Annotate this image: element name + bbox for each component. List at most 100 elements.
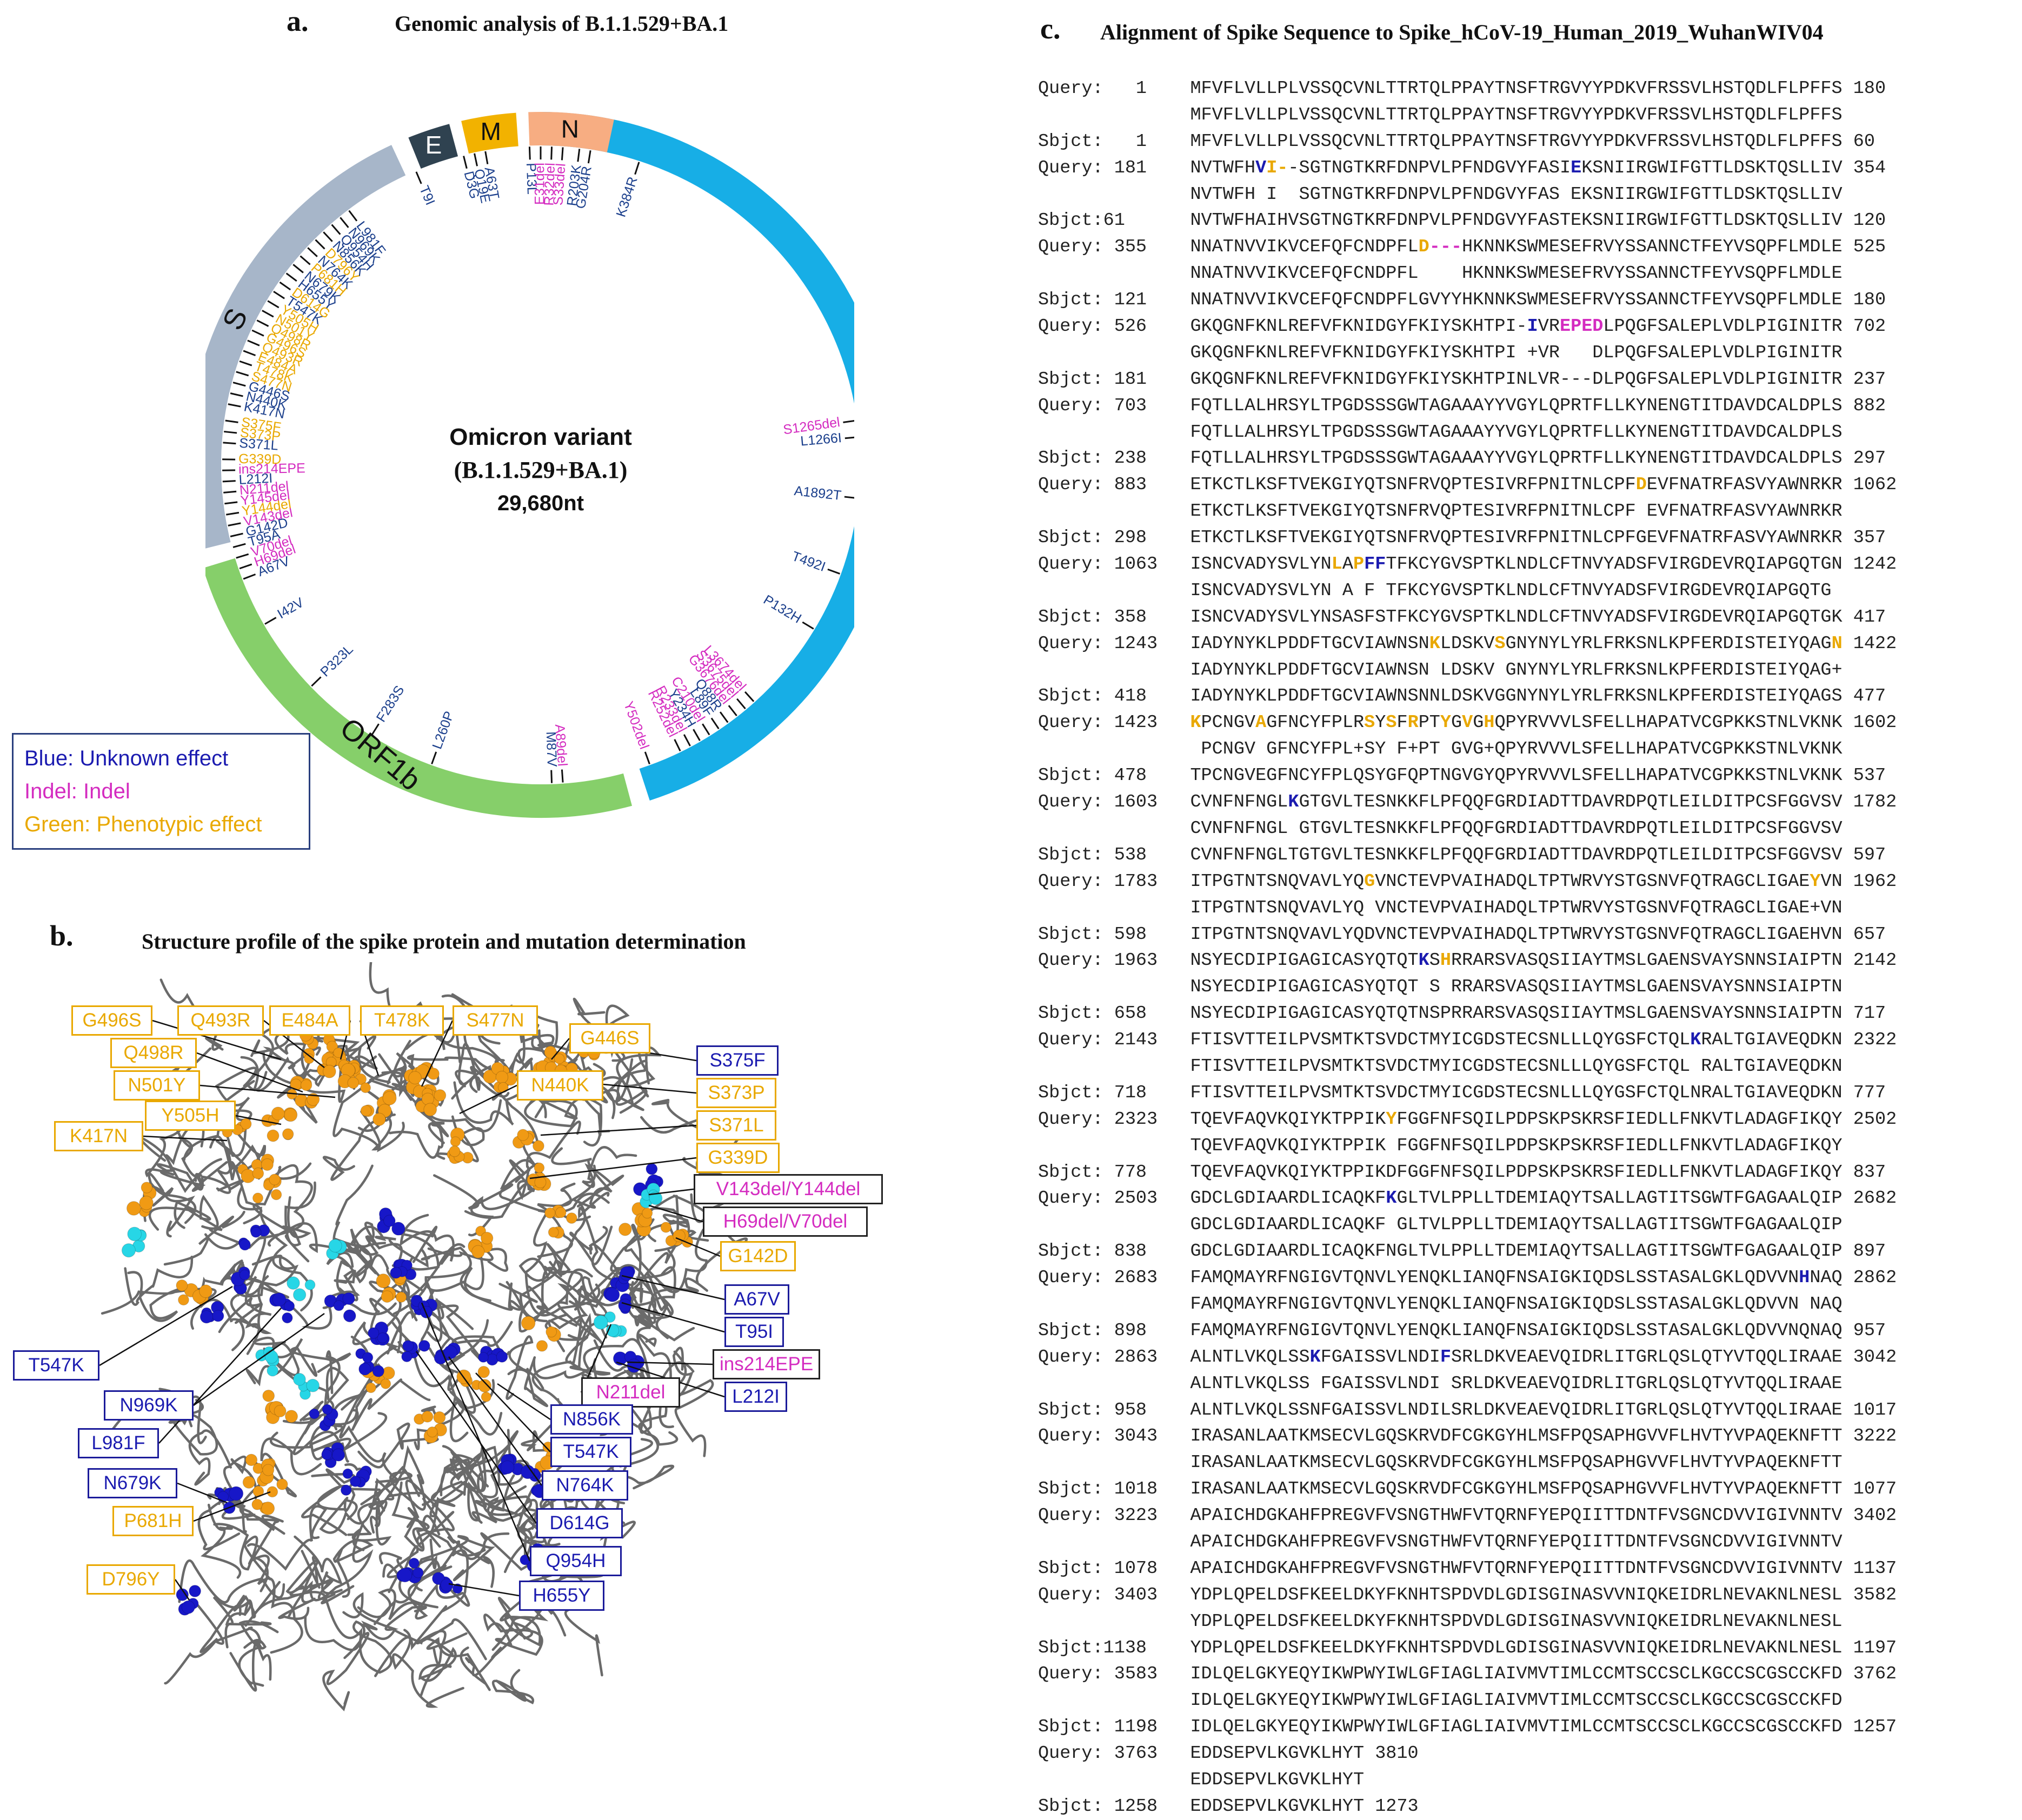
residue-atom bbox=[548, 1227, 558, 1237]
alignment-line: Query: 3403 YDPLQPELDSFKEELDKYFKNHTSPDVD… bbox=[1038, 1582, 1897, 1609]
residue-atom bbox=[252, 1168, 263, 1179]
alignment-line: TQEVFAQVKQIYKTPPIK FGGFNFSQILPDPSKPSKRSF… bbox=[1038, 1133, 1897, 1159]
residue-atom bbox=[396, 1292, 406, 1302]
protein-strand bbox=[461, 1268, 512, 1310]
highlighted-residue: V bbox=[1255, 158, 1266, 178]
mutation-tick bbox=[240, 361, 252, 365]
mutation-tick bbox=[240, 564, 252, 569]
alignment-line: Sbjct:61 NVTWFHAIHVSGTNGTKRFDNPVLPFNDGVY… bbox=[1038, 208, 1897, 234]
residue-atom bbox=[594, 1315, 608, 1329]
mutation-tick bbox=[332, 224, 341, 234]
alignment-line: APAICHDGKAHFPREGVFVSNGTHWFVTQRNFYEPQIITT… bbox=[1038, 1529, 1897, 1556]
residue-atom bbox=[128, 1227, 142, 1241]
structure-label: A67V bbox=[724, 1284, 789, 1315]
alignment-line: Sbjct: 598 ITPGTNTSNQVAVLYQDVNCTEVPVAIHA… bbox=[1038, 922, 1897, 948]
residue-atom bbox=[496, 1071, 508, 1083]
mutation-label: F283S bbox=[374, 683, 408, 724]
alignment-text: KSNIIRGWIFGTTLDSKTQSLLIV 354 bbox=[1581, 158, 1886, 178]
segment-label-e: E bbox=[425, 131, 442, 159]
alignment-line: Sbjct: 1258 EDDSEPVLKGVKLHYT 1273 bbox=[1038, 1794, 1897, 1820]
alignment-line: CVNFNFNGL GTGVLTESNKKFLPFQQFGRDIADTTDAVR… bbox=[1038, 816, 1897, 842]
alignment-line: Sbjct: 181 GKQGNFKNLREFVFKNIDGYFKIYSKHTP… bbox=[1038, 366, 1897, 393]
alignment-line: NVTWFH I SGTNGTKRFDNPVLPFNDGVYFAS EKSNII… bbox=[1038, 182, 1897, 208]
highlighted-residue: K bbox=[1429, 634, 1440, 654]
structure-label: S375F bbox=[696, 1045, 779, 1076]
residue-atom bbox=[287, 1277, 300, 1289]
residue-atom bbox=[384, 1215, 396, 1227]
highlighted-residue: FF bbox=[1364, 554, 1386, 575]
highlighted-residue: K bbox=[1386, 1188, 1396, 1209]
alignment-text: LDSKV bbox=[1440, 634, 1495, 654]
residue-atom bbox=[323, 1065, 336, 1078]
mutation-tick bbox=[316, 240, 325, 249]
alignment-text: Query: 181 NVTWFH bbox=[1038, 158, 1255, 178]
alignment-line: GDCLGDIAARDLICAQKF GLTVLPPLLTDEMIAQYTSAL… bbox=[1038, 1212, 1897, 1238]
mutation-tick bbox=[236, 372, 249, 376]
mutation-label: T9I bbox=[416, 183, 438, 207]
alignment-text: FGAISSVLNDI bbox=[1321, 1347, 1440, 1368]
highlighted-residue: K bbox=[1190, 712, 1201, 733]
alignment-line: Query: 2143 FTISVTTEILPVSMTKTSVDCTMYICGD… bbox=[1038, 1027, 1897, 1054]
highlighted-residue: R bbox=[1408, 712, 1419, 733]
mutation-tick bbox=[236, 554, 249, 558]
panel-b-title: Structure profile of the spike protein a… bbox=[142, 929, 746, 954]
residue-atom bbox=[263, 1464, 274, 1476]
alignment-text: F bbox=[1396, 712, 1407, 733]
alignment-text: Query: 1783 ITPGTNTSNQVAVLYQ bbox=[1038, 871, 1364, 892]
mutation-tick bbox=[274, 291, 284, 298]
alignment-line: Sbjct: 958 ALNTLVKQLSSNFGAISSVLNDILSRLDK… bbox=[1038, 1397, 1897, 1424]
alignment-text: GLTVLPPLLTDEMIAQYTSALLAGTITSGWTFGAGAALQI… bbox=[1396, 1188, 1897, 1209]
residue-atom bbox=[535, 1177, 546, 1188]
residue-atom bbox=[176, 1280, 188, 1291]
alignment-text: LPQGFSALEPLVDLPIGINITR 702 bbox=[1603, 316, 1886, 337]
residue-atom bbox=[329, 1239, 342, 1252]
highlighted-residue: A bbox=[1255, 712, 1266, 733]
residue-atom bbox=[241, 1169, 255, 1183]
residue-atom bbox=[305, 1280, 315, 1290]
alignment-text: PCNGV bbox=[1201, 712, 1256, 733]
alignment-line: FQTLLALHRSYLTPGDSSSGWTAGAAAYYVGYLQPRTFLL… bbox=[1038, 419, 1897, 446]
mutation-tick bbox=[224, 431, 237, 433]
mutation-label: M87V bbox=[543, 731, 560, 768]
alignment-line: Sbjct: 298 ETKCTLKSFTVEKGIYQTSNFRVQPTESI… bbox=[1038, 525, 1897, 551]
alignment-text: S bbox=[1429, 950, 1440, 971]
alignment-line: Sbjct: 418 IADYNYKLPDDFTGCVIAWNSNNLDSKVG… bbox=[1038, 683, 1897, 710]
alignment-text: SRLDKVEAEVQIDRLITGRLQSLQTYVTQQLIRAAE 304… bbox=[1451, 1347, 1897, 1368]
alignment-line: Query: 3763 EDDSEPVLKGVKLHYT 3810 bbox=[1038, 1741, 1897, 1767]
alignment-line: NSYECDIPIGAGICASYQTQT S RRARSVASQSIIAYTM… bbox=[1038, 974, 1897, 1001]
protein-strand bbox=[170, 1415, 217, 1454]
highlighted-residue: G bbox=[1364, 871, 1375, 892]
alignment-text: Query: 1063 ISNCVADYSVLYN bbox=[1038, 554, 1332, 575]
residue-atom bbox=[642, 1208, 653, 1218]
residue-atom bbox=[496, 1351, 508, 1363]
residue-atom bbox=[383, 1091, 396, 1105]
highlighted-residue: S bbox=[1386, 712, 1396, 733]
alignment-line: Query: 1423 KPCNGVAGFNCYFPLRSYSFRPTYGVGH… bbox=[1038, 710, 1897, 736]
mutation-tick bbox=[588, 150, 590, 163]
highlighted-residue: EPED bbox=[1560, 316, 1603, 337]
highlighted-residue: D bbox=[1419, 237, 1429, 257]
protein-strand bbox=[393, 1630, 463, 1707]
residue-atom bbox=[450, 1137, 460, 1146]
alignment-line: Query: 2503 GDCLGDIAARDLICAQKFKGLTVLPPLL… bbox=[1038, 1185, 1897, 1212]
residue-atom bbox=[481, 1232, 493, 1244]
mutation-tick bbox=[464, 156, 467, 168]
alignment-line: Query: 181 NVTWFHVI--SGTNGTKRFDNPVLPFNDG… bbox=[1038, 155, 1897, 182]
residue-atom bbox=[343, 1469, 352, 1478]
structure-label: T547K bbox=[550, 1437, 631, 1467]
mutation-tick bbox=[802, 622, 814, 629]
alignment-line: Query: 1963 NSYECDIPIGAGICASYQTQTKSHRRAR… bbox=[1038, 948, 1897, 974]
residue-atom bbox=[309, 1409, 320, 1419]
mutation-tick bbox=[694, 729, 700, 741]
mutation-tick bbox=[845, 437, 854, 438]
protein-strand bbox=[417, 1619, 485, 1664]
structure-label: N211del bbox=[581, 1377, 680, 1408]
mutation-tick bbox=[562, 147, 563, 160]
residue-atom bbox=[178, 1295, 189, 1305]
mutation-tick bbox=[675, 739, 681, 751]
residue-atom bbox=[368, 1328, 379, 1338]
alignment-text: GNYNYLYRLFRKSNLKPFERDISTEIYQAG bbox=[1505, 634, 1831, 654]
mutation-tick bbox=[243, 351, 255, 356]
mutation-tick bbox=[223, 443, 236, 444]
residue-atom bbox=[122, 1244, 135, 1257]
